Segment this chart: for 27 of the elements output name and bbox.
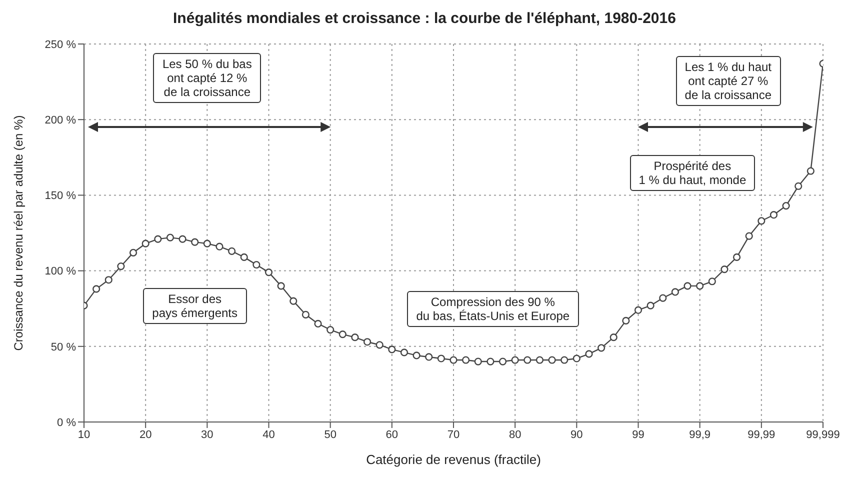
x-tick-label: 10	[78, 428, 90, 441]
annotation: Les 50 % du bas ont capté 12 % de la croissance	[153, 53, 261, 103]
x-tick-label: 90	[570, 428, 583, 441]
x-tick-label: 99	[632, 428, 644, 441]
x-tick-label: 20	[139, 428, 152, 441]
x-tick-label: 99,9	[689, 428, 711, 441]
x-tick-label: 60	[386, 428, 398, 441]
x-tick-label: 80	[508, 428, 522, 441]
y-tick-label: 100 %	[44, 266, 76, 278]
x-tick-label: 40	[262, 428, 275, 441]
y-axis-title: Croissance du revenu réel par adulte (en %)	[11, 115, 26, 351]
y-tick-label: 50 %	[50, 341, 76, 354]
x-tick-label: 50	[324, 428, 336, 441]
x-tick-label: 70	[447, 428, 460, 441]
y-tick-label: 0 %	[57, 416, 76, 429]
annotation: Essor des pays émergents	[143, 288, 247, 324]
x-tick-label: 99,99	[748, 428, 776, 441]
x-tick-label: 99,999	[806, 428, 840, 441]
y-tick-label: 150 %	[44, 190, 76, 202]
x-tick-label: 30	[201, 428, 214, 441]
annotation: Prospérité des 1 % du haut, monde	[630, 155, 756, 192]
annotation: Les 1 % du haut ont capté 27 % de la croissance	[676, 56, 781, 106]
y-tick-label: 250 %	[44, 38, 76, 51]
chart-title: Inégalités mondiales et croissance : la courbe de l'éléphant, 1980-2016	[172, 9, 677, 29]
annotation: Compression des 90 % du bas, États-Unis et Europe	[407, 290, 579, 327]
y-tick-label: 200 %	[44, 114, 76, 127]
x-axis-title: Catégorie de revenus (fractile)	[366, 452, 541, 467]
